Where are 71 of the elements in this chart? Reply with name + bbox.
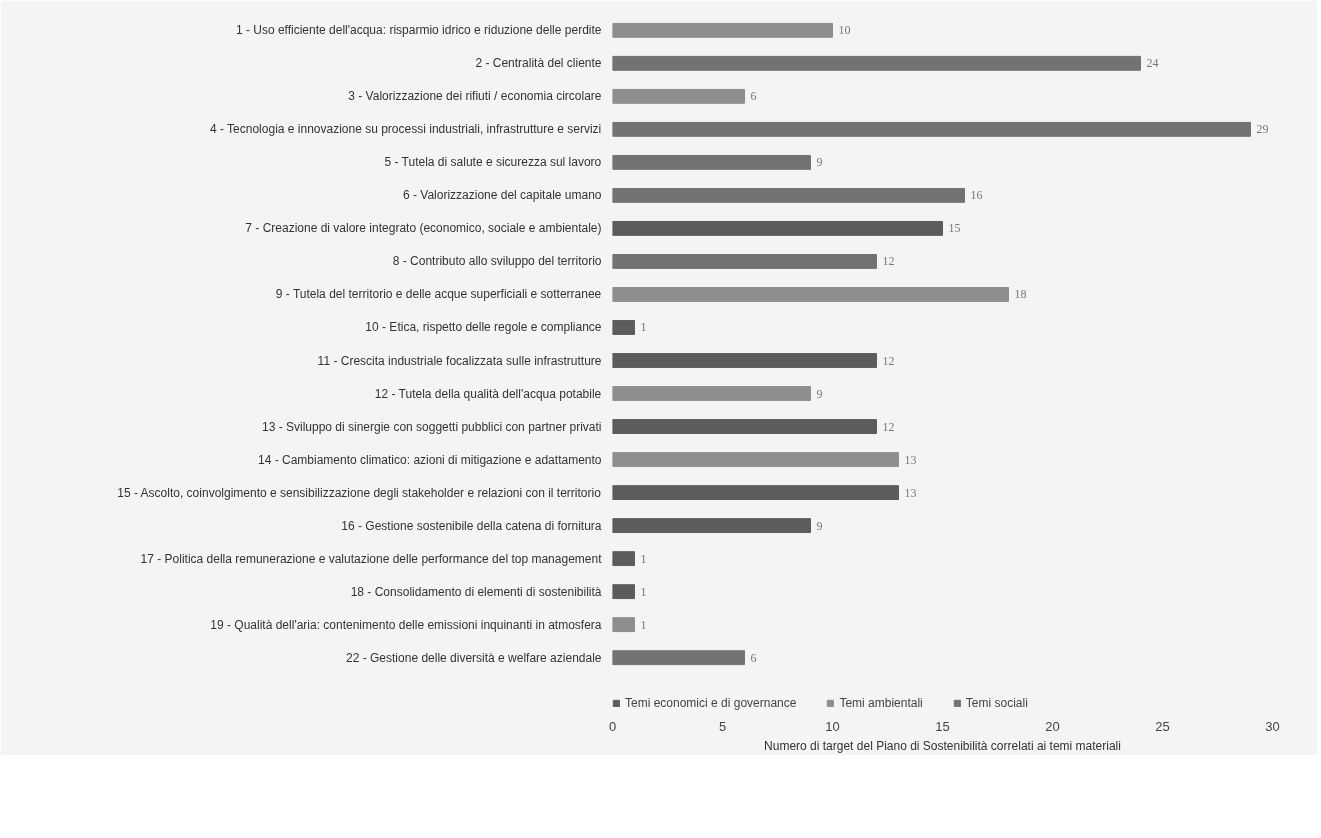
bar [612, 121, 1251, 137]
bar [612, 220, 943, 236]
data-label: 15 [948, 221, 961, 236]
bar [612, 485, 899, 501]
y-tick-label: 4 - Tecnologia e innovazione su processi industriali, infrastrutture e servizi [209, 122, 602, 137]
data-label: 1 [640, 617, 647, 632]
bar [612, 287, 1009, 302]
y-tick-label: 22 - Gestione delle diversità e welfare aziendale [346, 650, 602, 665]
bar [612, 419, 877, 434]
y-tick-label: 2 - Centralità del cliente [475, 56, 602, 71]
data-label: 6 [750, 89, 757, 104]
legend-label: Temi ambientali [839, 696, 923, 710]
x-tick-label: 0 [608, 718, 617, 734]
data-label: 18 [1014, 287, 1027, 302]
x-axis-title: Numero di target del Piano di Sostenibilità correlati ai temi materiali [764, 738, 1121, 753]
data-label: 13 [904, 452, 917, 467]
x-tick-label: 5 [718, 718, 727, 734]
bar [612, 452, 899, 467]
bar [612, 353, 877, 368]
data-label: 12 [882, 419, 895, 434]
y-tick-label: 11 - Crescita industriale focalizzata sulle infrastrutture [317, 353, 602, 368]
y-tick-label: 3 - Valorizzazione dei rifiuti / economia circolare [348, 89, 602, 104]
x-tick-label: 30 [1265, 718, 1280, 734]
y-tick-label: 14 - Cambiamento climatico: azioni di mitigazione e adattamento [257, 452, 602, 467]
data-label: 10 [838, 23, 851, 38]
data-label: 9 [816, 518, 823, 533]
data-label: 9 [816, 155, 823, 170]
bar [612, 617, 635, 633]
bar [612, 154, 811, 170]
bar [612, 518, 811, 534]
data-label: 12 [882, 353, 895, 368]
data-label: 16 [970, 188, 983, 203]
bar [612, 551, 635, 567]
y-tick-label: 16 - Gestione sostenibile della catena di fornitura [341, 518, 602, 533]
data-label: 6 [750, 650, 757, 665]
legend-label: Temi sociali [965, 696, 1028, 710]
data-label: 9 [816, 386, 823, 401]
data-label: 1 [640, 551, 647, 566]
y-tick-label: 12 - Tutela della qualità dell'acqua potabile [374, 386, 602, 401]
bar [612, 88, 745, 104]
y-tick-label: 1 - Uso efficiente dell'acqua: risparmio idrico e riduzione delle perdite [235, 23, 602, 38]
y-tick-label: 8 - Contributo allo sviluppo del territorio [392, 254, 602, 269]
bar [612, 584, 635, 600]
x-tick-label: 25 [1155, 718, 1170, 734]
y-tick-label: 10 - Etica, rispetto delle regole e compliance [365, 320, 602, 335]
y-tick-label: 19 - Qualità dell'aria: contenimento delle emissioni inquinanti in atmosfera [210, 617, 602, 632]
x-tick-label: 20 [1045, 718, 1060, 734]
legend-label: Temi economici e di governance [625, 696, 797, 710]
x-tick-label: 10 [825, 718, 840, 734]
y-tick-label: 9 - Tutela del territorio e delle acque superficiali e sotterranee [275, 287, 602, 302]
y-tick-label: 7 - Creazione di valore integrato (economico, sociale e ambientale) [245, 221, 602, 236]
data-label: 12 [882, 254, 895, 269]
y-tick-label: 13 - Sviluppo di sinergie con soggetti pubblici con partner privati [261, 419, 602, 434]
bar [612, 320, 635, 335]
x-tick-label: 15 [935, 718, 950, 734]
data-label: 1 [640, 320, 647, 335]
y-tick-label: 5 - Tutela di salute e sicurezza sul lavoro [384, 155, 602, 170]
y-tick-label: 6 - Valorizzazione del capitale umano [402, 188, 602, 203]
bar [612, 650, 745, 666]
bar [612, 187, 965, 203]
y-tick-label: 15 - Ascolto, coinvolgimento e sensibilizzazione degli stakeholder e relazioni con il territorio [117, 485, 602, 500]
data-label: 24 [1146, 56, 1159, 71]
y-tick-label: 17 - Politica della remunerazione e valutazione delle performance del top management [140, 551, 603, 566]
data-label: 13 [904, 485, 917, 500]
bar [612, 386, 811, 401]
bar [612, 254, 877, 269]
bar [612, 55, 1141, 71]
data-label: 29 [1256, 122, 1269, 137]
bar [612, 22, 833, 38]
data-label: 1 [640, 584, 647, 599]
y-tick-label: 18 - Consolidamento di elementi di sostenibilità [350, 584, 602, 599]
